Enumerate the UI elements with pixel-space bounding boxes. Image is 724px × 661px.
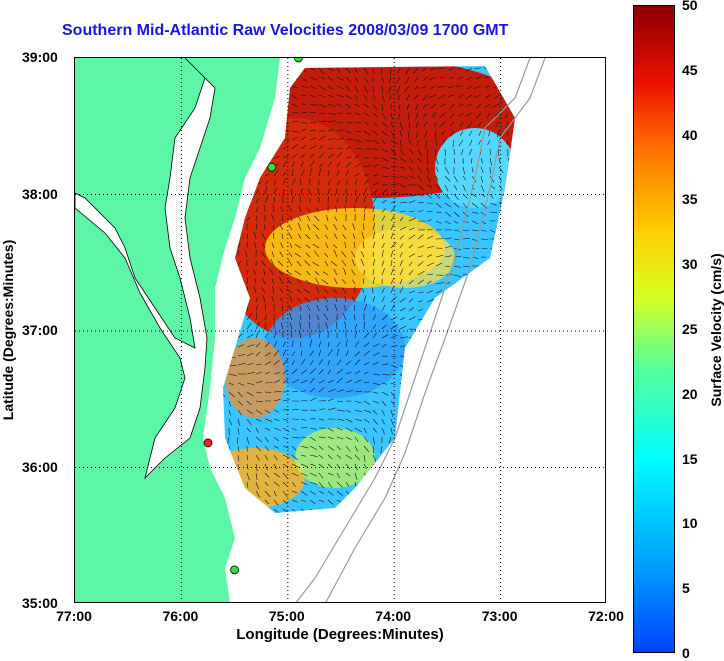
station-marker [204,439,212,447]
colorbar [633,5,675,653]
colorbar-tick-label: 10 [682,515,698,531]
x-tick-label: 74:00 [375,608,411,624]
velocity-map [74,57,606,603]
x-tick-label: 76:00 [162,608,198,624]
map-canvas [75,58,606,603]
colorbar-tick-label: 5 [682,580,690,596]
y-tick-label: 36:00 [22,459,58,475]
y-tick-label: 35:00 [22,595,58,611]
map-title: Southern Mid-Atlantic Raw Velocities 200… [62,22,508,40]
x-tick-label: 77:00 [56,608,92,624]
y-tick-label: 37:00 [22,322,58,338]
y-tick-label: 39:00 [22,49,58,65]
colorbar-tick-label: 15 [682,451,698,467]
colorbar-label: Surface Velocity (cm/s) [708,253,724,406]
y-axis-label: Latitude (Degrees:Minutes) [0,240,16,420]
colorbar-tick-label: 50 [682,0,698,13]
colorbar-tick-label: 45 [682,62,698,78]
colorbar-tick-label: 30 [682,256,698,272]
y-tick-label: 38:00 [22,186,58,202]
x-tick-label: 72:00 [588,608,624,624]
colorbar-tick-label: 25 [682,321,698,337]
x-axis-label: Longitude (Degrees:Minutes) [236,626,444,643]
station-marker [268,163,276,171]
colorbar-tick-label: 35 [682,191,698,207]
x-tick-label: 75:00 [269,608,305,624]
x-tick-label: 73:00 [482,608,518,624]
station-marker [231,566,239,574]
station-marker [294,58,302,62]
colorbar-tick-label: 20 [682,386,698,402]
colorbar-tick-label: 40 [682,127,698,143]
